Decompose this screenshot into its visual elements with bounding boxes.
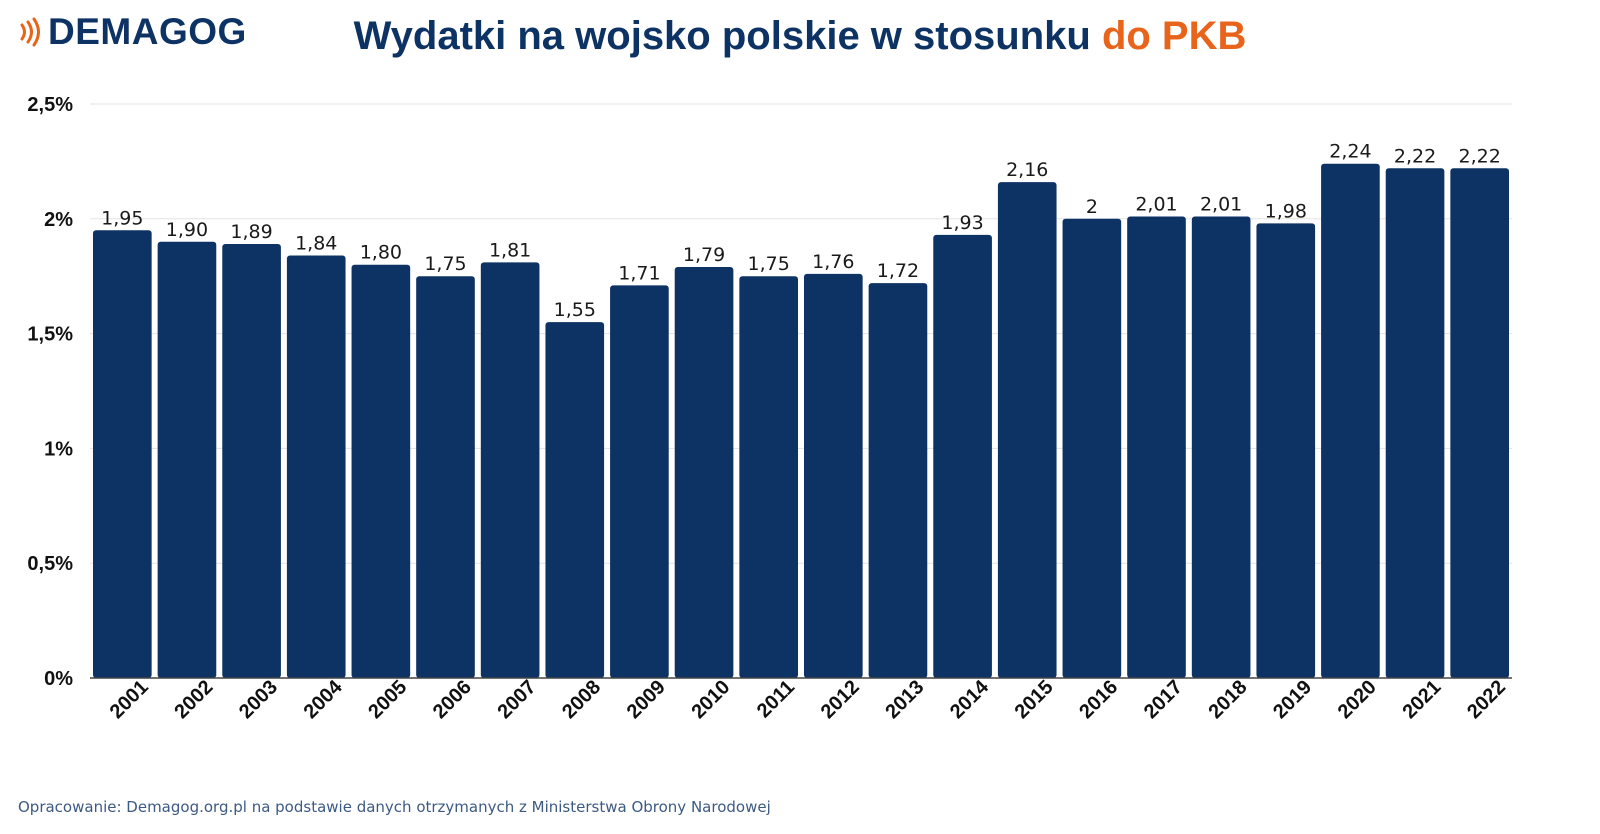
- brand-logo: DEMAGOG: [18, 10, 247, 54]
- data-label: 1,95: [101, 207, 143, 229]
- bar: [804, 273, 863, 678]
- data-label: 1,72: [877, 260, 919, 282]
- y-tick-label: 2,5%: [27, 94, 73, 116]
- bar: [351, 264, 411, 678]
- x-tick-label: 2018: [1205, 676, 1252, 723]
- data-label: 2,24: [1329, 141, 1371, 163]
- data-label: 1,79: [683, 244, 725, 266]
- x-tick-label: 2020: [1334, 676, 1381, 723]
- data-label: 1,55: [554, 299, 596, 321]
- data-label: 2: [1086, 196, 1098, 218]
- bar: [416, 276, 475, 678]
- x-tick-label: 2002: [170, 676, 217, 723]
- y-tick-label: 1%: [44, 438, 73, 460]
- data-label: 1,89: [230, 221, 272, 243]
- signal-waves-icon: [20, 17, 40, 47]
- data-label: 2,16: [1006, 159, 1048, 181]
- data-label: 2,22: [1459, 145, 1501, 167]
- x-tick-label: 2009: [623, 676, 670, 723]
- x-tick-label: 2015: [1011, 676, 1058, 723]
- x-tick-label: 2022: [1463, 676, 1510, 723]
- data-label: 1,75: [424, 253, 466, 275]
- bar: [1385, 168, 1445, 678]
- data-label: 1,98: [1265, 200, 1307, 222]
- data-label: 1,93: [941, 212, 983, 234]
- data-label: 1,75: [748, 253, 790, 275]
- bar: [286, 255, 346, 678]
- x-tick-label: 2021: [1398, 676, 1445, 723]
- x-tick-label: 2014: [946, 675, 994, 723]
- y-tick-label: 2%: [44, 209, 73, 231]
- data-label: 2,01: [1135, 194, 1177, 216]
- bar: [997, 182, 1057, 678]
- bar: [480, 262, 540, 678]
- x-tick-label: 2013: [881, 676, 928, 723]
- page-title: Wydatki na wojsko polskie w stosunku do …: [0, 14, 1600, 59]
- x-tick-label: 2005: [364, 676, 411, 723]
- x-tick-label: 2010: [687, 676, 734, 723]
- data-label: 2,01: [1200, 194, 1242, 216]
- x-tick-label: 2019: [1269, 676, 1316, 723]
- bar: [93, 230, 152, 678]
- y-tick-label: 1,5%: [27, 324, 73, 346]
- bar: [739, 276, 798, 678]
- bar: [868, 283, 928, 678]
- brand-name: DEMAGOG: [48, 11, 247, 52]
- bar: [1127, 216, 1186, 678]
- x-tick-label: 2004: [300, 675, 348, 723]
- data-label: 1,76: [812, 251, 854, 273]
- y-tick-label: 0%: [44, 668, 73, 690]
- bar: [545, 322, 605, 678]
- x-tick-label: 2003: [235, 676, 282, 723]
- bar: [610, 285, 669, 678]
- bar: [1062, 218, 1122, 679]
- data-label: 1,81: [489, 239, 531, 261]
- bar: [222, 244, 281, 678]
- y-tick-label: 0,5%: [27, 553, 73, 575]
- data-label: 1,84: [295, 233, 337, 255]
- x-tick-label: 2016: [1075, 676, 1122, 723]
- bar: [1191, 216, 1251, 678]
- source-note: Opracowanie: Demagog.org.pl na podstawie…: [18, 798, 771, 816]
- x-tick-label: 2006: [429, 676, 476, 723]
- bar: [1256, 223, 1316, 678]
- bar: [933, 234, 992, 678]
- data-label: 1,90: [166, 219, 208, 241]
- x-tick-label: 2012: [817, 676, 864, 723]
- x-tick-label: 2008: [558, 676, 605, 723]
- bar: [1321, 163, 1380, 679]
- bar: [674, 267, 734, 678]
- data-label: 1,80: [360, 242, 402, 264]
- bar: [1450, 168, 1509, 678]
- x-tick-label: 2007: [494, 676, 541, 723]
- bar: [157, 241, 217, 678]
- data-label: 2,22: [1394, 145, 1436, 167]
- x-tick-label: 2011: [753, 676, 799, 722]
- x-tick-label: 2017: [1140, 676, 1187, 723]
- data-label: 1,71: [618, 262, 660, 284]
- title-accent: do PKB: [1101, 14, 1247, 58]
- title-main: Wydatki na wojsko polskie w stosunku: [353, 14, 1091, 58]
- x-tick-label: 2001: [106, 676, 153, 723]
